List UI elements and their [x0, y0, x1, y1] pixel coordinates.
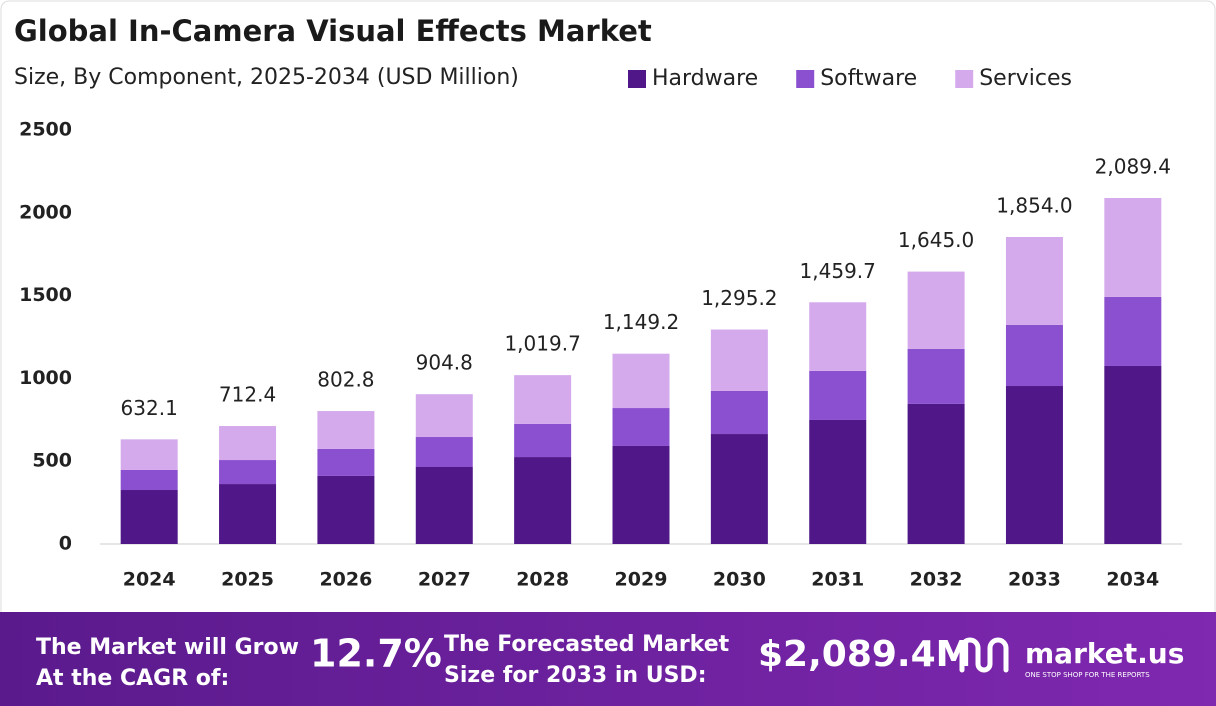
footer-banner — [0, 612, 1216, 706]
bar-segment — [1005, 324, 1063, 387]
bar-segment — [317, 475, 375, 544]
y-tick-label: 0 — [59, 533, 72, 555]
bar-segment — [612, 408, 670, 446]
total-label: 1,854.0 — [996, 193, 1072, 217]
legend-label: Services — [979, 66, 1072, 91]
x-tick-label: 2027 — [418, 569, 471, 591]
chart-subtitle: Size, By Component, 2025-2034 (USD Milli… — [14, 65, 519, 90]
bar-segment — [809, 370, 867, 420]
total-label: 2,089.4 — [1095, 154, 1171, 178]
total-label: 802.8 — [317, 368, 374, 392]
bar-segment — [415, 394, 473, 438]
total-label: 1,459.7 — [800, 259, 876, 283]
bar-segment — [415, 466, 473, 544]
bar-segment — [219, 426, 277, 461]
total-label: 1,149.2 — [603, 310, 679, 334]
bar-segment — [710, 329, 768, 391]
total-label: 904.8 — [416, 351, 473, 375]
bar-segment — [809, 419, 867, 544]
bar-segment — [907, 403, 965, 544]
y-tick-label: 2000 — [19, 201, 72, 223]
bar-segment — [317, 448, 375, 476]
bar-segment — [219, 460, 277, 485]
bar-segment — [1005, 386, 1063, 544]
x-tick-label: 2024 — [123, 569, 176, 591]
y-tick-label: 1500 — [19, 284, 72, 306]
bar-segment — [612, 445, 670, 544]
y-tick-label: 500 — [32, 450, 72, 472]
legend-swatch — [796, 70, 815, 88]
cagr-value: 12.7% — [310, 632, 442, 676]
x-tick-label: 2025 — [221, 569, 274, 591]
total-label: 1,645.0 — [898, 228, 974, 252]
y-tick-label: 2500 — [19, 119, 72, 141]
x-tick-label: 2034 — [1106, 569, 1159, 591]
total-label: 1,019.7 — [504, 332, 580, 356]
bar-segment — [317, 411, 375, 449]
x-tick-label: 2031 — [811, 569, 864, 591]
bar-segment — [120, 490, 178, 544]
x-tick-label: 2030 — [713, 569, 766, 591]
total-label: 632.1 — [121, 396, 178, 420]
forecast-value: $2,089.4M — [758, 634, 971, 675]
bar-segment — [1104, 365, 1162, 544]
bar-segment — [219, 484, 277, 544]
x-tick-label: 2032 — [910, 569, 963, 591]
brand-tagline: ONE STOP SHOP FOR THE REPORTS — [1025, 671, 1150, 679]
x-tick-label: 2026 — [319, 569, 372, 591]
x-tick-label: 2033 — [1008, 569, 1061, 591]
brand-name: market.us — [1025, 637, 1184, 670]
cagr-text: The Market will Grow — [36, 635, 299, 660]
total-label: 1,295.2 — [701, 286, 777, 310]
bar-segment — [120, 469, 178, 491]
bar-segment — [120, 439, 178, 470]
bar-segment — [907, 348, 965, 404]
y-tick-label: 1000 — [19, 367, 72, 389]
x-tick-label: 2029 — [615, 569, 668, 591]
chart-title: Global In-Camera Visual Effects Market — [14, 14, 652, 48]
legend-label: Hardware — [652, 66, 758, 91]
total-label: 712.4 — [219, 383, 276, 407]
legend-swatch — [955, 70, 974, 88]
bar-segment — [907, 271, 965, 349]
cagr-text: At the CAGR of: — [36, 666, 229, 691]
bar-segment — [809, 302, 867, 371]
x-tick-label: 2028 — [516, 569, 569, 591]
legend-label: Software — [820, 66, 917, 91]
bar-segment — [1104, 296, 1162, 366]
legend-swatch — [628, 70, 646, 88]
bar-segment — [415, 437, 473, 467]
bar-segment — [1005, 236, 1063, 325]
bar-segment — [514, 423, 572, 458]
bar-segment — [710, 434, 768, 544]
bar-segment — [514, 375, 572, 424]
bar-segment — [514, 457, 572, 544]
brand-logo — [959, 637, 1009, 673]
forecast-text: Size for 2033 in USD: — [444, 663, 707, 688]
bar-segment — [612, 353, 670, 409]
bar-segment — [710, 390, 768, 435]
bar-segment — [1104, 197, 1162, 297]
forecast-text: The Forecasted Market — [444, 632, 730, 657]
